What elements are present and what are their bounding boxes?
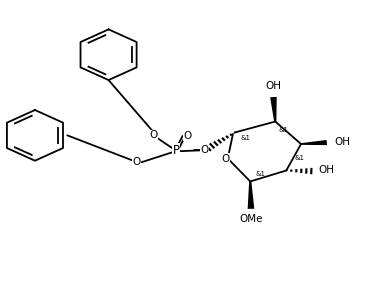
Text: OMe: OMe [239, 214, 263, 224]
Polygon shape [248, 181, 254, 209]
Text: P: P [172, 144, 180, 157]
Polygon shape [270, 97, 277, 122]
Text: O: O [150, 130, 158, 140]
Text: O: O [221, 154, 229, 164]
Polygon shape [301, 140, 327, 145]
Text: O: O [184, 131, 192, 141]
Text: &1: &1 [241, 135, 251, 141]
Text: OH: OH [334, 137, 350, 147]
Text: O: O [201, 145, 209, 155]
Text: OH: OH [265, 81, 282, 91]
Text: O: O [132, 157, 140, 167]
Text: &1: &1 [278, 127, 289, 132]
Text: OH: OH [318, 166, 334, 175]
Text: &1: &1 [294, 155, 305, 160]
Text: &1: &1 [255, 171, 266, 177]
